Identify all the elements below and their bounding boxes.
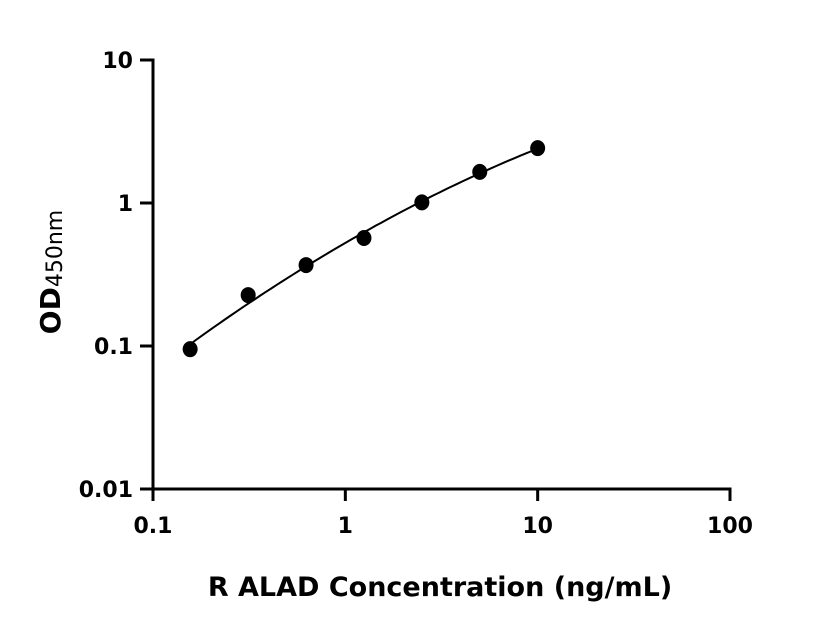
data-point <box>414 194 430 211</box>
x-tick-label: 100 <box>707 514 753 539</box>
x-tick-label: 10 <box>522 514 553 539</box>
x-tick-label: 0.1 <box>134 514 173 539</box>
data-point <box>356 230 372 247</box>
y-tick-label: 0.1 <box>94 335 133 360</box>
y-tick-label: 1 <box>118 192 133 217</box>
x-tick-label: 1 <box>338 514 353 539</box>
y-axis-label: OD450nm <box>34 210 68 334</box>
fit-curve <box>189 147 539 346</box>
y-axis-label-subscript: 450nm <box>43 210 68 287</box>
data-point <box>182 341 198 358</box>
data-point <box>472 163 488 180</box>
data-point <box>240 287 256 304</box>
data-point <box>298 257 314 274</box>
x-axis-label: R ALAD Concentration (ng/mL) <box>208 572 672 603</box>
data-point <box>530 140 546 157</box>
y-axis-label-main: OD <box>34 287 67 334</box>
data-points <box>182 140 546 358</box>
y-tick-label: 10 <box>102 49 133 74</box>
y-tick-label: 0.01 <box>79 478 133 503</box>
